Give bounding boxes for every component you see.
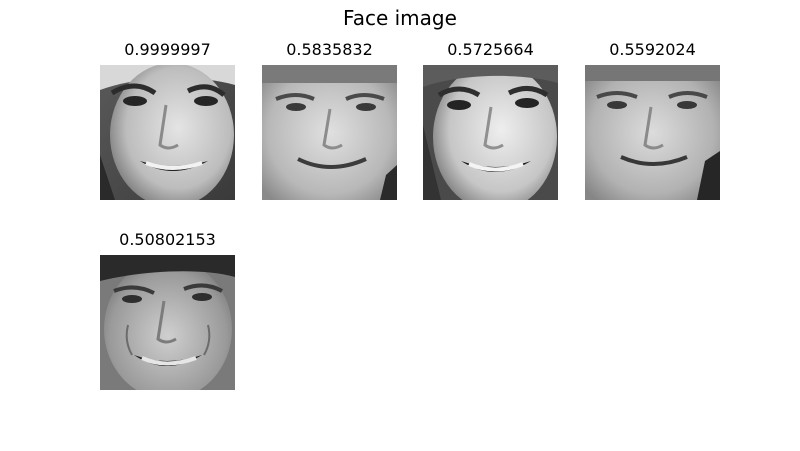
similarity-score: 0.5725664 [447, 40, 534, 59]
face-thumbnail [262, 65, 397, 200]
face-thumbnail [423, 65, 558, 200]
similarity-score: 0.9999997 [124, 40, 211, 59]
face-thumbnail [100, 255, 235, 390]
face-thumbnail [100, 65, 235, 200]
figure-title: Face image [343, 6, 457, 30]
face-thumbnail [585, 65, 720, 200]
similarity-score: 0.5835832 [286, 40, 373, 59]
similarity-score: 0.50802153 [119, 230, 216, 249]
similarity-score: 0.5592024 [609, 40, 696, 59]
